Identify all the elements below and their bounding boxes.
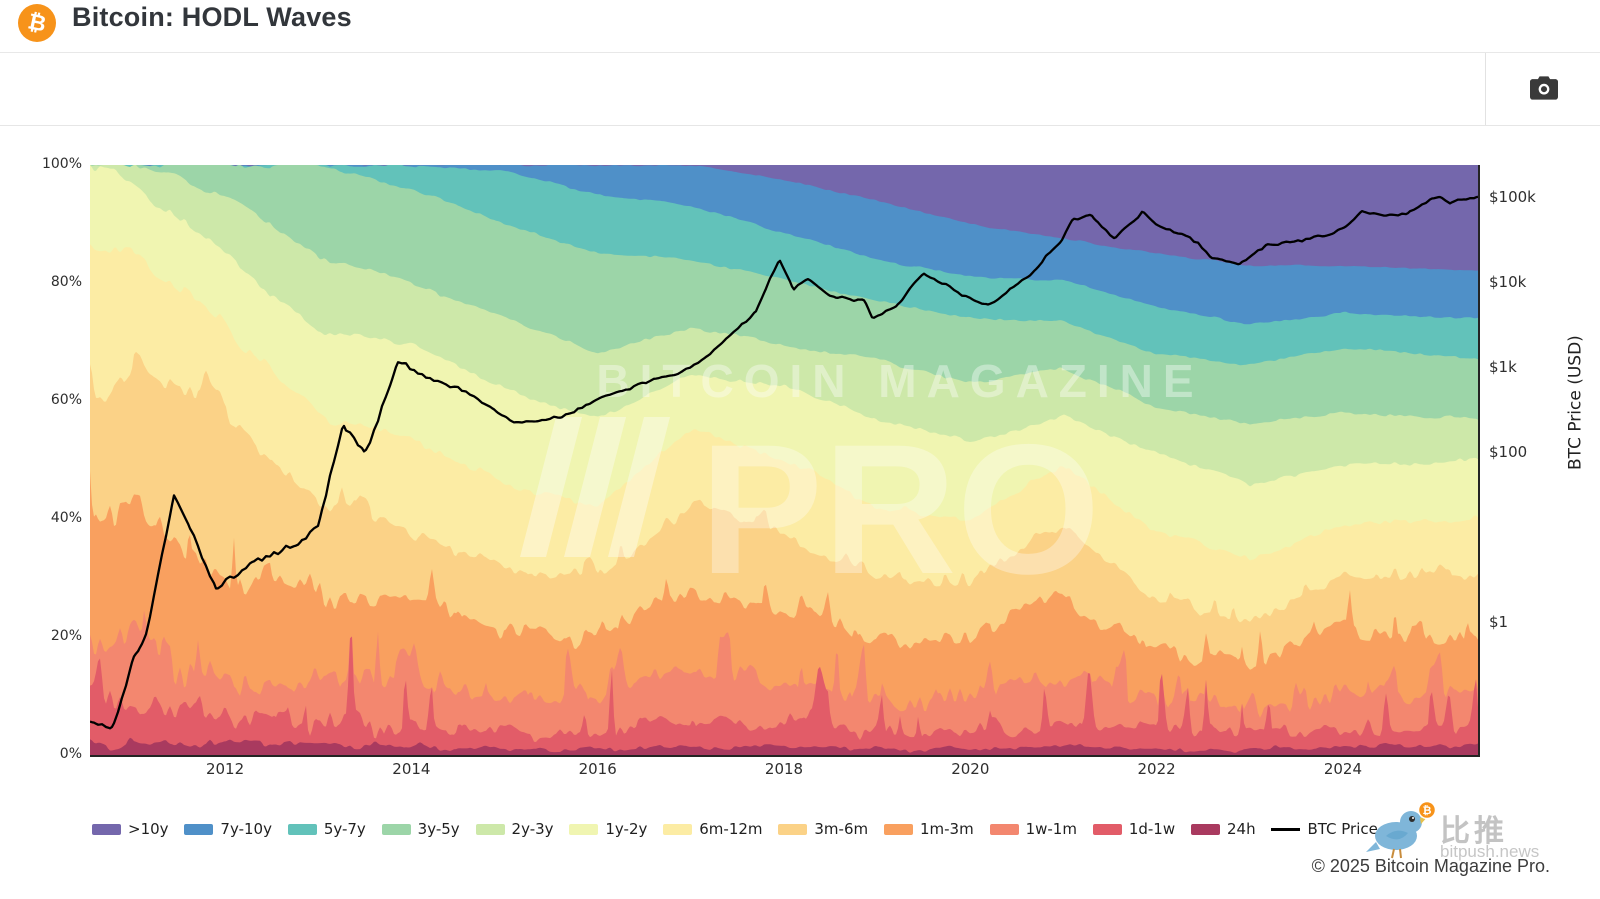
y-axis-tick-left: 60%	[50, 392, 82, 408]
legend-item-1w-1m[interactable]: 1w-1m	[989, 820, 1077, 838]
y-axis-tick-left: 100%	[41, 156, 82, 172]
toolbar	[0, 53, 1600, 126]
x-axis-tick: 2024	[1323, 760, 1363, 778]
legend-item-1y-2y[interactable]: 1y-2y	[569, 820, 647, 838]
x-axis-tick: 2020	[951, 760, 990, 778]
coin-icon: ₿	[1423, 804, 1432, 817]
page-title: Bitcoin: HODL Waves	[72, 2, 352, 32]
bitpush-domain: bitpush.news	[1440, 842, 1540, 861]
camera-icon	[1529, 75, 1558, 103]
watermark-logo-bar	[608, 417, 670, 557]
y-axis-tick-left: 0%	[59, 746, 82, 762]
x-axis-tick: 2012	[205, 760, 245, 778]
band-24h	[90, 737, 1478, 755]
legend-label: 6m-12m	[699, 820, 763, 838]
y-axis-tick-right: $100k	[1489, 188, 1536, 206]
bitpush-bird-logo: ₿	[1366, 800, 1442, 867]
legend-swatch	[569, 823, 599, 835]
legend-item-24h[interactable]: 24h	[1190, 820, 1256, 838]
watermark-logo-bar	[564, 417, 626, 557]
bitcoin-icon: ₿	[18, 4, 56, 42]
legend-swatch	[184, 823, 214, 835]
legend-swatch	[663, 823, 693, 835]
legend-label: 1y-2y	[605, 820, 648, 838]
x-axis-tick: 2018	[764, 760, 804, 778]
legend-label: 3y-5y	[417, 820, 460, 838]
legend-item-6m-12m[interactable]: 6m-12m	[663, 820, 763, 838]
toolbar-right-group	[1485, 53, 1600, 125]
band-1m-3m	[90, 471, 1478, 755]
legend: >10y 7y-10y 5y-7y 3y-5y 2y-3y 1y-2y 6m-12m 3m-6…	[92, 820, 1378, 838]
legend-label: 5y-7y	[323, 820, 366, 838]
right-axis-title: BTC Price (USD)	[1565, 335, 1586, 470]
legend-item-1m-3m[interactable]: 1m-3m	[883, 820, 974, 838]
legend-item-5y-7y[interactable]: 5y-7y	[287, 820, 366, 838]
legend-label: >10y	[128, 820, 169, 838]
x-axis-tick: 2022	[1137, 760, 1176, 778]
legend-label: 1w-1m	[1025, 820, 1077, 838]
legend-item-3m-6m[interactable]: 3m-6m	[778, 820, 868, 838]
legend-label: 2y-3y	[511, 820, 554, 838]
band-1w-1m	[90, 610, 1478, 755]
header: ₿ Bitcoin: HODL Waves	[0, 0, 1600, 53]
legend-item-1d-1w[interactable]: 1d-1w	[1092, 820, 1176, 838]
legend-item--10y[interactable]: >10y	[92, 820, 169, 838]
copyright: © 2025 Bitcoin Magazine Pro.	[1311, 856, 1550, 876]
legend-swatch	[1190, 823, 1220, 835]
legend-swatch	[989, 823, 1019, 835]
legend-swatch	[778, 823, 808, 835]
y-axis-tick-left: 20%	[50, 628, 82, 644]
plot-area[interactable]: BITCOIN MAGAZINE PRO	[90, 165, 1480, 757]
legend-label: 1m-3m	[919, 820, 974, 838]
watermark-text: BITCOIN MAGAZINE	[596, 355, 1203, 407]
x-axis-tick: 2014	[392, 760, 431, 778]
watermark-logo-bar	[520, 417, 582, 557]
legend-item-2y-3y[interactable]: 2y-3y	[475, 820, 554, 838]
y-axis-tick-left: 80%	[50, 274, 82, 290]
y-axis-tick-right: $1k	[1489, 358, 1517, 376]
legend-item-BTC-Price[interactable]: BTC Price	[1271, 820, 1378, 838]
btc-price-line	[90, 195, 1478, 730]
legend-swatch	[1271, 827, 1301, 831]
bitpush-name: 比推	[1440, 815, 1508, 848]
legend-item-7y-10y[interactable]: 7y-10y	[184, 820, 272, 838]
legend-item-3y-5y[interactable]: 3y-5y	[381, 820, 460, 838]
y-axis-tick-right: $10k	[1489, 273, 1527, 291]
legend-swatch	[287, 823, 317, 835]
camera-button[interactable]	[1526, 72, 1562, 107]
y-axis-tick-right: $1	[1489, 613, 1509, 631]
x-axis-tick: 2016	[578, 760, 617, 778]
legend-label: 1d-1w	[1128, 820, 1176, 838]
legend-swatch	[883, 823, 913, 835]
legend-swatch	[92, 823, 121, 835]
watermark-pro: PRO	[700, 407, 1101, 613]
legend-label: 7y-10y	[220, 820, 272, 838]
legend-swatch	[1092, 823, 1122, 835]
legend-label: 3m-6m	[814, 820, 869, 838]
legend-label: BTC Price	[1307, 820, 1378, 838]
legend-swatch	[475, 823, 505, 835]
legend-swatch	[381, 823, 411, 835]
y-axis-tick-right: $100	[1489, 443, 1528, 461]
y-axis-tick-left: 40%	[50, 510, 82, 526]
legend-label: 24h	[1226, 820, 1256, 838]
